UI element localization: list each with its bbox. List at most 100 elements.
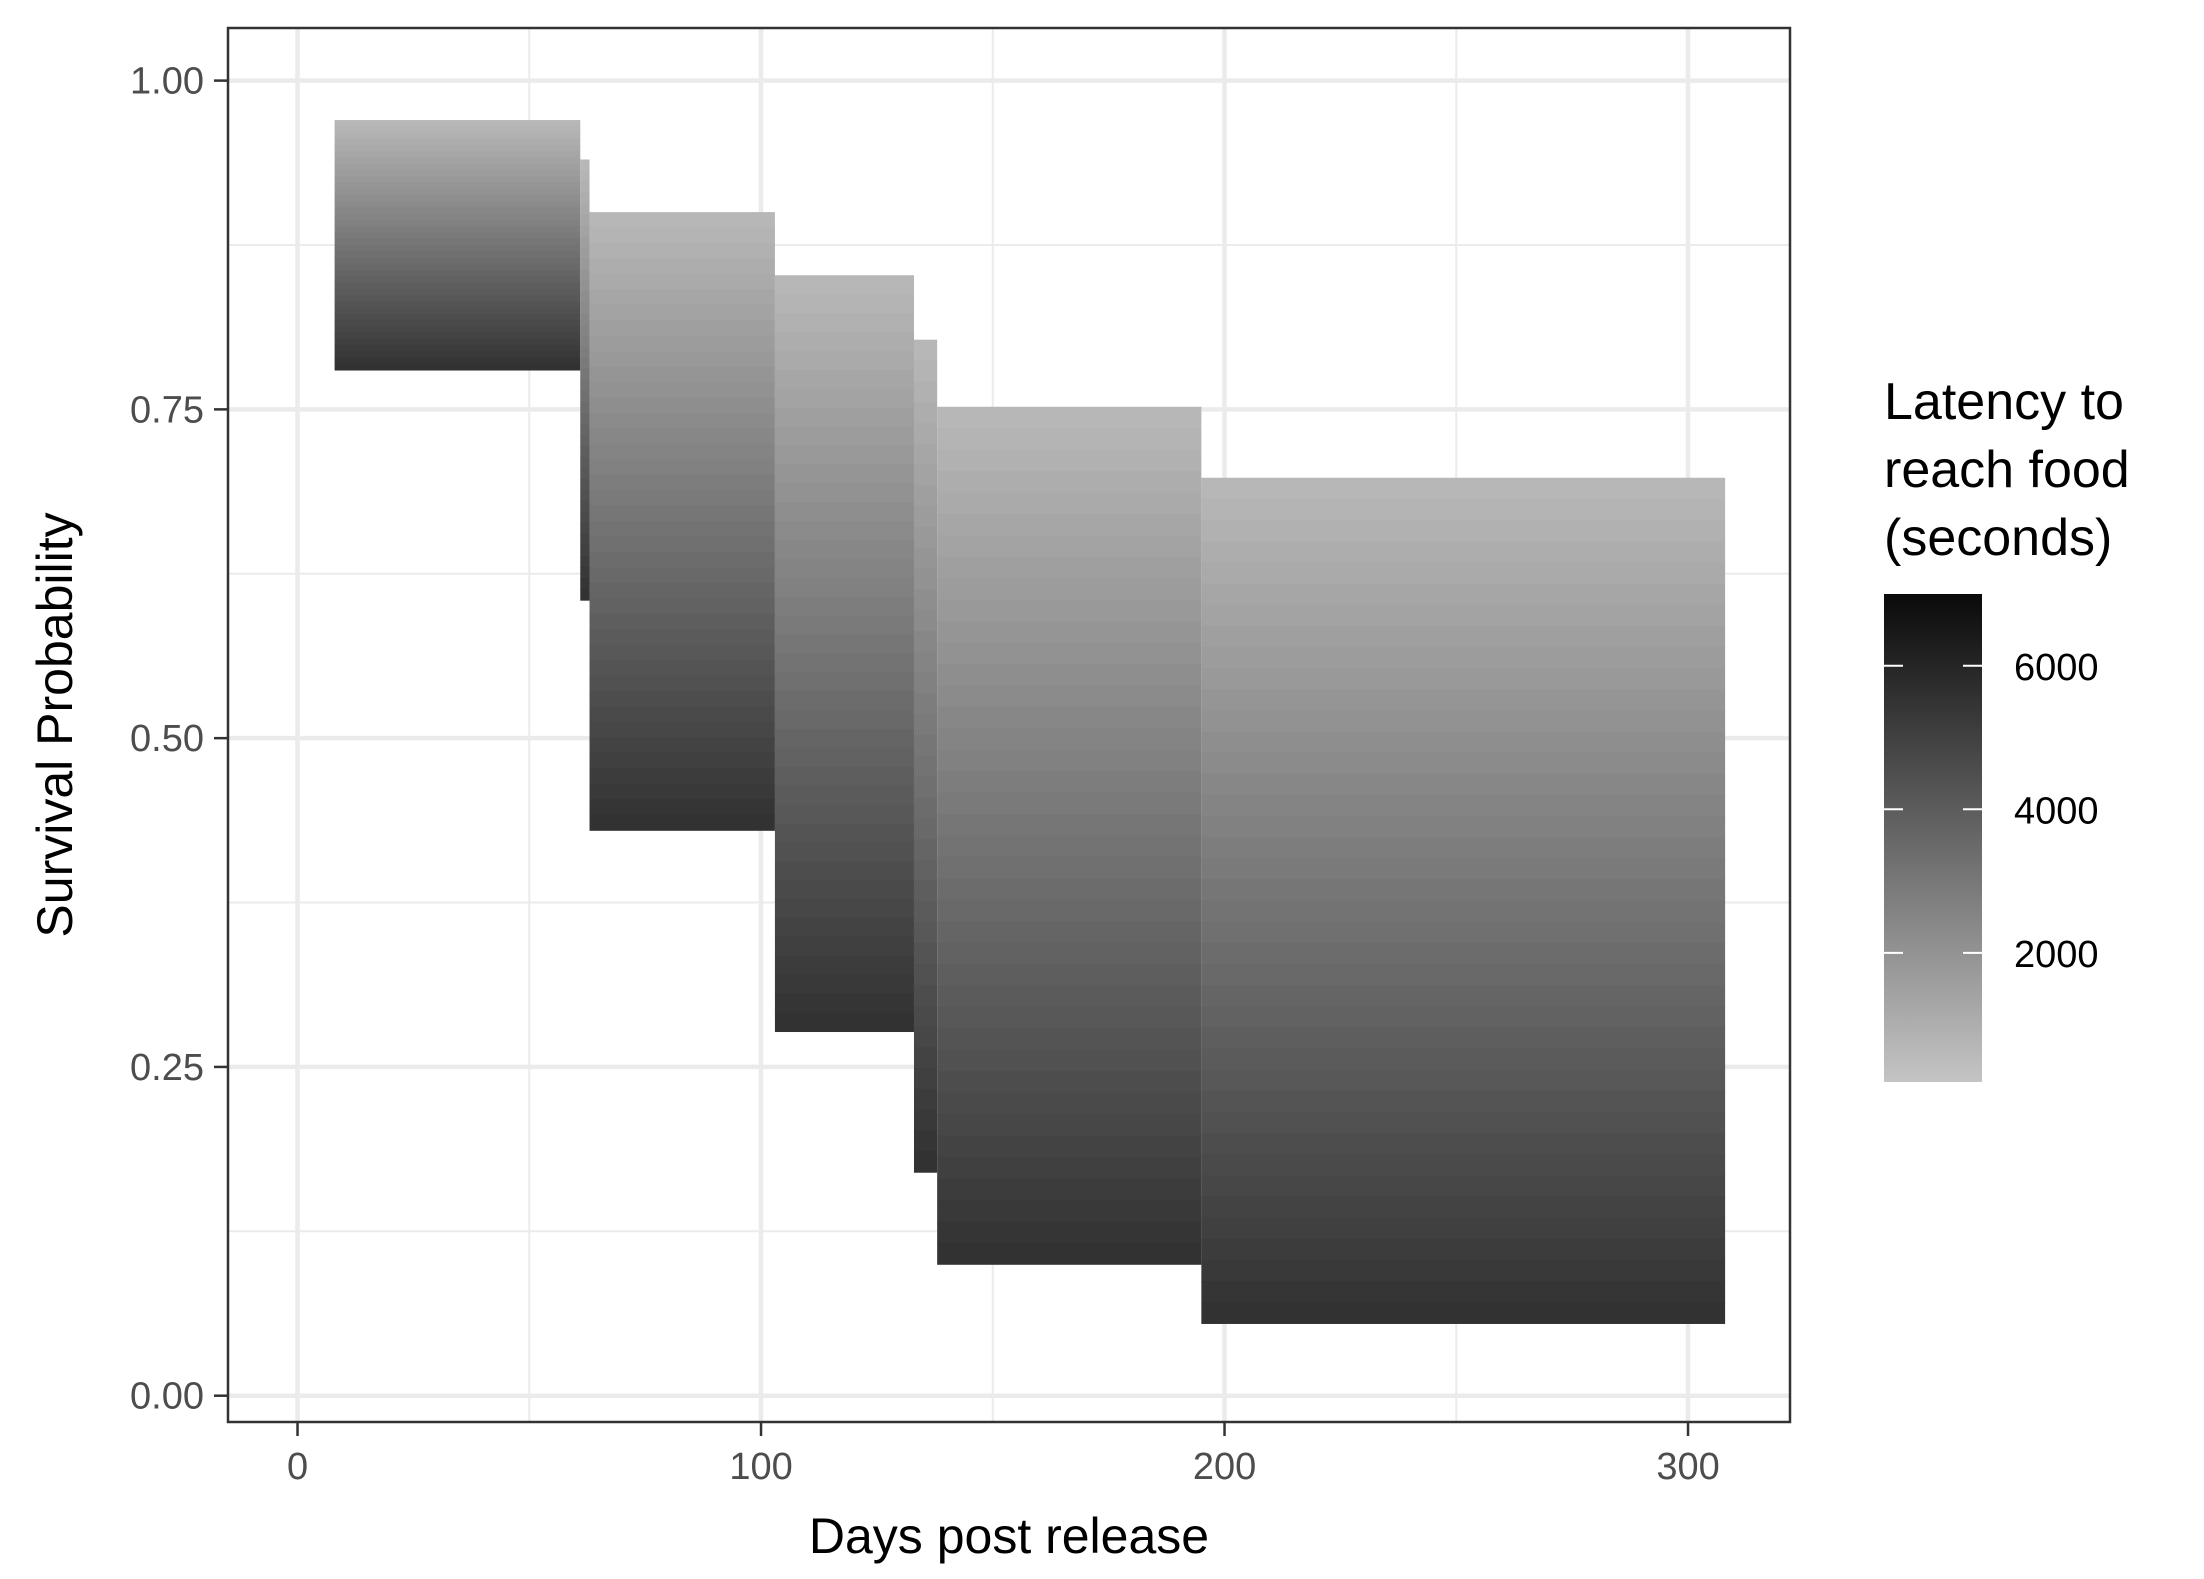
survival-bar-band: [913, 1088, 938, 1111]
survival-bar-band: [937, 685, 1202, 708]
survival-bar-band: [589, 737, 775, 754]
survival-bar-band: [774, 331, 914, 352]
survival-bar-band: [937, 1071, 1202, 1094]
survival-bar-band: [937, 471, 1202, 494]
survival-bar-band: [937, 1092, 1202, 1115]
survival-bar-band: [774, 313, 914, 333]
survival-bar-band: [580, 401, 590, 414]
survival-bar-band: [334, 207, 581, 215]
survival-bar-band: [334, 176, 581, 184]
survival-bar-band: [334, 282, 581, 290]
survival-bar-band: [913, 922, 938, 944]
y-tick-label: 1.00: [130, 61, 204, 103]
survival-bar-band: [913, 402, 938, 424]
survival-bar-band: [913, 1005, 938, 1028]
survival-bar-band: [334, 294, 581, 302]
survival-bar-band: [1201, 921, 1726, 944]
survival-bar-band: [1201, 1217, 1726, 1240]
survival-bar-band: [937, 406, 1202, 429]
legend-title-line-3: (seconds): [1884, 509, 2112, 567]
survival-bar-band: [334, 357, 581, 365]
survival-bar-band: [937, 878, 1202, 901]
survival-bar-band: [334, 238, 581, 246]
survival-bar-band: [580, 467, 590, 480]
survival-bar-band: [774, 275, 914, 295]
survival-bar-band: [334, 170, 581, 177]
survival-bar-band: [334, 332, 581, 340]
survival-bar-band: [589, 783, 775, 800]
survival-bar-band: [1201, 1196, 1726, 1219]
survival-bar-band: [937, 814, 1202, 837]
survival-bar-band: [589, 258, 775, 275]
survival-bar-band: [774, 936, 914, 957]
y-axis-title: Survival Probability: [27, 512, 83, 937]
legend-tick-label: 4000: [2014, 790, 2099, 832]
survival-bar-band: [913, 1047, 938, 1069]
survival-bar-band: [589, 443, 775, 460]
survival-bar-band: [580, 181, 590, 194]
survival-bar-band: [774, 539, 914, 560]
survival-bar-band: [774, 558, 914, 579]
survival-bar-band: [913, 1130, 938, 1152]
survival-bar-band: [334, 251, 581, 259]
survival-bar-band: [1201, 498, 1726, 521]
survival-bar-band: [1201, 1090, 1726, 1113]
survival-bar-band: [580, 478, 590, 491]
survival-bar-band: [589, 505, 775, 522]
survival-bar-band: [913, 880, 938, 903]
survival-bar-band: [913, 672, 938, 695]
survival-bar-band: [334, 263, 581, 271]
survival-bar-band: [334, 344, 581, 352]
survival-bar-band: [1201, 731, 1726, 754]
survival-bar-band: [589, 706, 775, 723]
survival-bar-band: [937, 599, 1202, 622]
survival-bar-band: [913, 735, 938, 757]
legend-colorbar: [1884, 594, 1982, 1082]
survival-bar-band: [589, 212, 775, 229]
survival-bar-band: [334, 257, 581, 265]
survival-bar-band: [1201, 1006, 1726, 1029]
survival-bar-band: [580, 511, 590, 524]
survival-bar: [913, 339, 938, 1173]
survival-bar: [580, 159, 590, 601]
legend-tick-label: 6000: [2014, 647, 2099, 689]
survival-bar-band: [334, 288, 581, 296]
survival-bar-band: [937, 449, 1202, 472]
survival-bar-band: [589, 691, 775, 708]
survival-bar-band: [334, 120, 581, 127]
survival-bar-band: [580, 280, 590, 293]
survival-bar-band: [937, 792, 1202, 815]
survival-bar-band: [774, 823, 914, 843]
survival-bar-band: [1201, 837, 1726, 859]
survival-bar-band: [1201, 646, 1726, 669]
survival-bar-band: [913, 526, 938, 549]
survival-bar-band: [1201, 900, 1726, 923]
legend-title-line-1: Latency to: [1884, 373, 2124, 431]
survival-bar-band: [937, 621, 1202, 644]
survival-bar-band: [913, 568, 938, 591]
survival-bar-band: [937, 1135, 1202, 1158]
survival-bar-band: [1201, 942, 1726, 965]
survival-bar-band: [913, 776, 938, 799]
survival-bar-band: [1201, 963, 1726, 986]
survival-bar-band: [937, 771, 1202, 794]
survival-bar-band: [1201, 794, 1726, 817]
survival-bar-band: [913, 755, 938, 778]
survival-bar-band: [913, 818, 938, 840]
survival-bar-band: [580, 225, 590, 238]
survival-bar-band: [1201, 1069, 1726, 1092]
survival-bar-band: [913, 547, 938, 570]
survival-bar-band: [913, 610, 938, 632]
survival-bar-band: [774, 842, 914, 862]
survival-bar-band: [334, 363, 581, 371]
survival-bar: [589, 212, 775, 831]
survival-bar-band: [774, 388, 914, 409]
survival-bar-band: [580, 500, 590, 513]
survival-bar-band: [1201, 520, 1726, 542]
survival-bar-band: [334, 319, 581, 327]
survival-bar-band: [334, 132, 581, 140]
survival-bar-band: [1201, 1238, 1726, 1261]
survival-bar-band: [589, 273, 775, 290]
survival-bar-band: [774, 785, 914, 806]
survival-bar-band: [580, 368, 590, 381]
